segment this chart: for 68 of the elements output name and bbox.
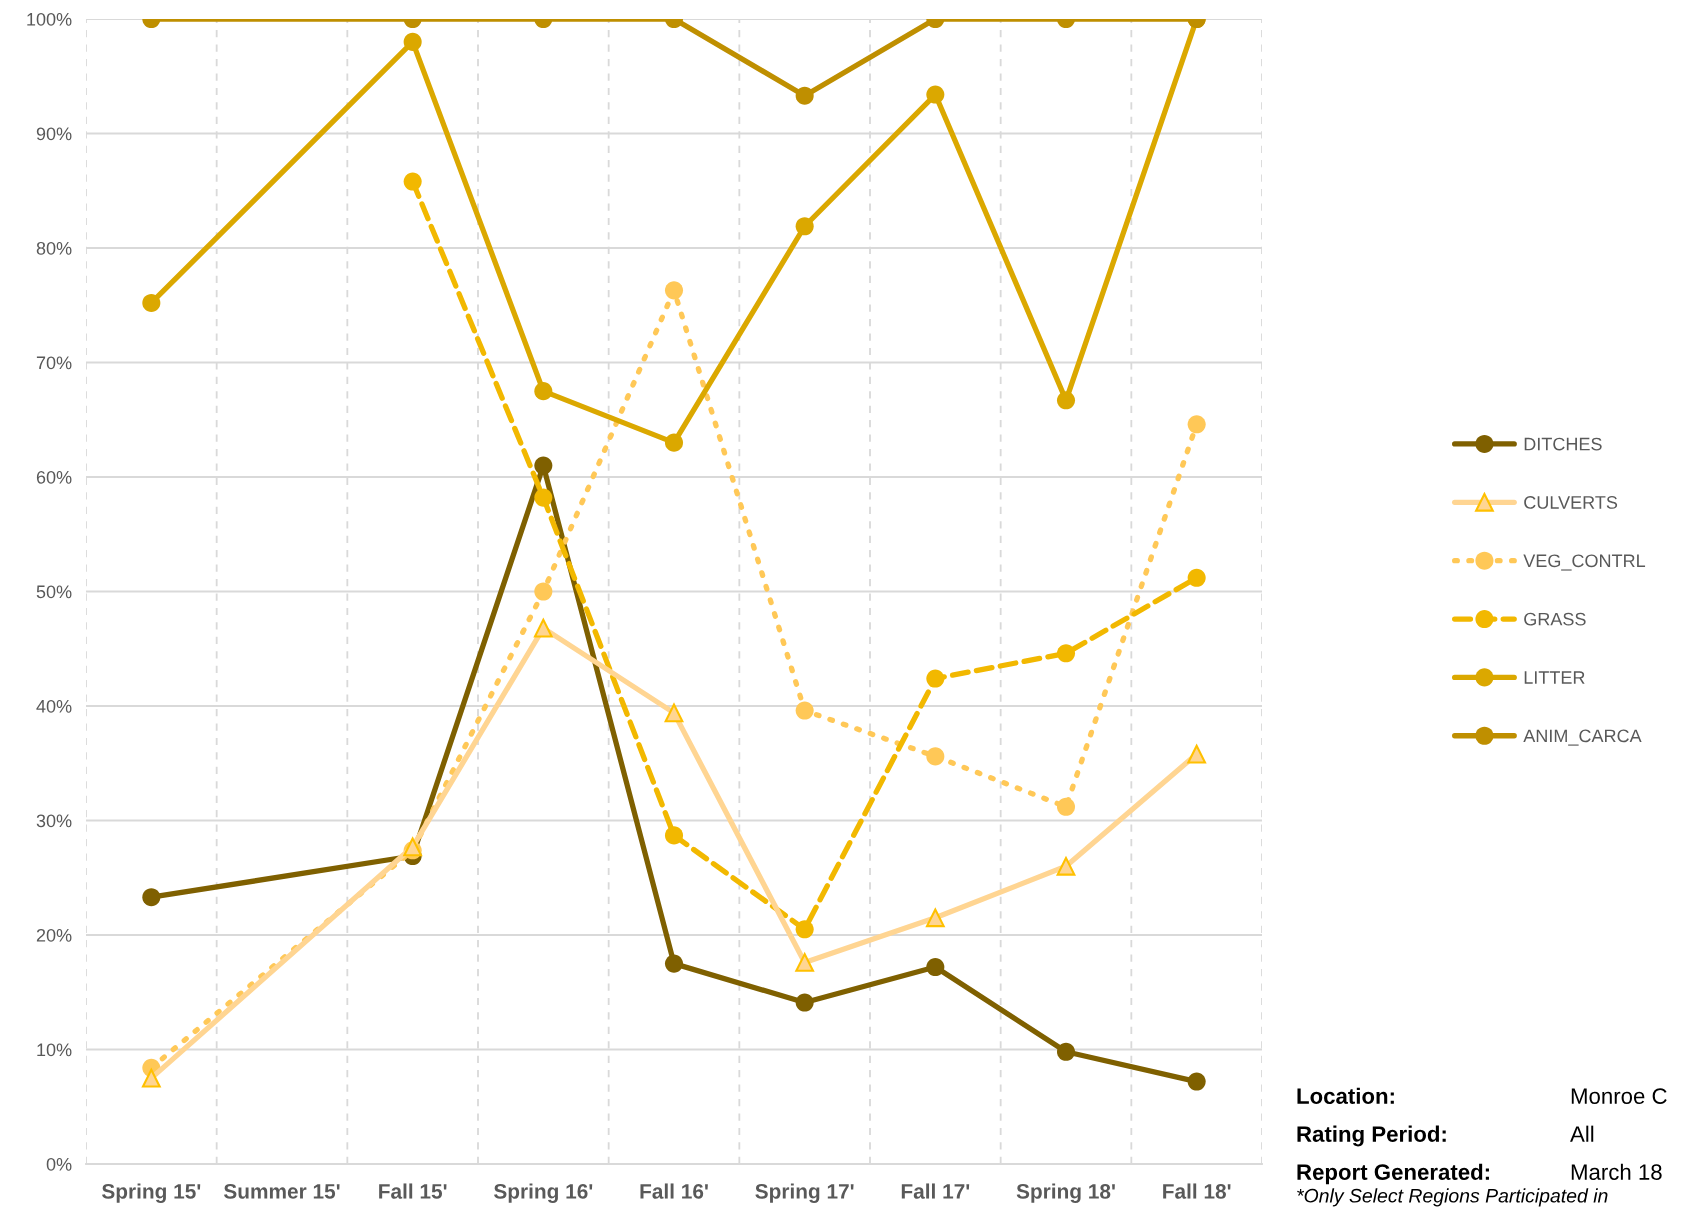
point: [795, 701, 814, 720]
x-tick-label: Summer 15': [223, 1183, 340, 1199]
point: [1056, 391, 1076, 410]
x-tick-label: Spring 18': [1016, 1183, 1115, 1203]
point: [403, 32, 422, 51]
point: [142, 293, 161, 312]
text: March 18: [1571, 1163, 1662, 1180]
point: [533, 618, 553, 638]
legend-label: GRASS: [1524, 612, 1586, 626]
point: [795, 993, 814, 1012]
point: [795, 953, 815, 972]
y-tick-label: 0%: [46, 1157, 72, 1171]
legend-label: DITCHES: [1524, 437, 1602, 451]
text: *Only Select Regions Participated in: [1297, 1188, 1608, 1207]
x-tick-label: Spring 16': [493, 1183, 593, 1203]
y-tick-label: 60%: [36, 470, 72, 484]
legend-label: CULVERTS: [1524, 496, 1618, 509]
x-tick-label: Fall 15': [379, 1183, 447, 1199]
point: [141, 1068, 161, 1088]
point: [1187, 568, 1206, 587]
x-tick-label: Fall 17': [901, 1183, 970, 1199]
point: [925, 908, 945, 928]
point: [142, 888, 161, 907]
x-tick-label: Fall 18': [1163, 1183, 1231, 1199]
text: Location:: [1297, 1087, 1394, 1104]
point: [926, 747, 945, 766]
point: [534, 582, 553, 601]
point: [1056, 644, 1076, 663]
y-tick-label: 80%: [36, 241, 72, 255]
y-tick-label: 40%: [36, 699, 72, 713]
point: [795, 86, 814, 105]
y-tick-label: 100%: [27, 12, 72, 26]
text: Monroe C: [1571, 1088, 1667, 1104]
point: [664, 433, 684, 452]
legend-label: VEG_CONTRL: [1523, 554, 1646, 571]
text: All: [1570, 1125, 1594, 1142]
y-tick-label: 30%: [36, 814, 72, 828]
point: [403, 172, 422, 191]
x-tick-label: Fall 16': [640, 1183, 708, 1199]
point: [795, 217, 814, 236]
point: [1187, 415, 1206, 434]
text: Rating Period:: [1297, 1125, 1446, 1147]
y-tick-label: 20%: [36, 928, 72, 942]
y-tick-label: 10%: [37, 1043, 72, 1057]
point: [1056, 797, 1076, 816]
point: [534, 382, 553, 401]
y-tick-label: 90%: [36, 127, 72, 141]
legend-label: LITTER: [1524, 671, 1585, 684]
point: [664, 703, 684, 723]
point: [795, 920, 814, 939]
point: [1056, 856, 1076, 876]
point: [1187, 1072, 1206, 1091]
x-tick-label: Spring 15': [101, 1183, 201, 1203]
x-tick-label: Spring 17': [755, 1183, 854, 1203]
text: Report Generated:: [1297, 1163, 1489, 1185]
point: [534, 488, 553, 507]
legend-label: ANIM_CARCA: [1523, 729, 1642, 746]
point: [926, 669, 945, 688]
point: [1056, 1042, 1076, 1061]
point: [664, 826, 684, 845]
point: [664, 281, 684, 300]
point: [1187, 744, 1207, 764]
y-tick-label: 70%: [36, 356, 72, 370]
y-tick-label: 50%: [36, 585, 72, 599]
point: [664, 954, 684, 973]
point: [926, 85, 945, 104]
point: [534, 456, 553, 475]
point: [926, 958, 945, 977]
